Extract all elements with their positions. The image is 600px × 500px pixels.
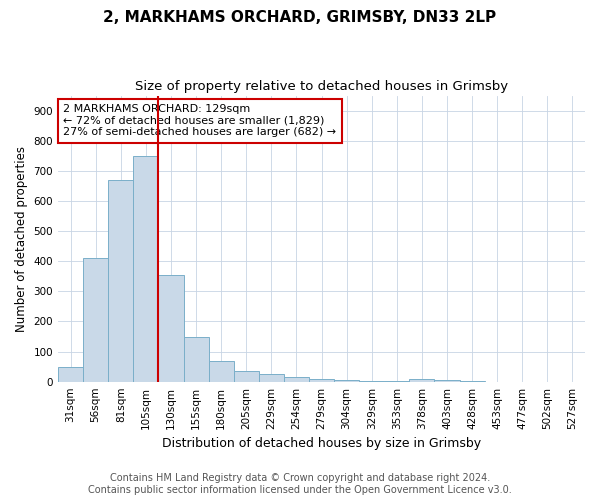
Bar [209,360,233,382]
Bar [359,381,384,382]
Bar [133,156,158,382]
Bar [158,275,184,382]
Bar [409,380,434,382]
Bar [309,378,334,382]
Bar [434,380,460,382]
Text: Contains HM Land Registry data © Crown copyright and database right 2024.
Contai: Contains HM Land Registry data © Crown c… [88,474,512,495]
Title: Size of property relative to detached houses in Grimsby: Size of property relative to detached ho… [135,80,508,93]
X-axis label: Distribution of detached houses by size in Grimsby: Distribution of detached houses by size … [162,437,481,450]
Bar [83,258,108,382]
Y-axis label: Number of detached properties: Number of detached properties [15,146,28,332]
Bar [184,336,209,382]
Bar [58,366,83,382]
Text: 2, MARKHAMS ORCHARD, GRIMSBY, DN33 2LP: 2, MARKHAMS ORCHARD, GRIMSBY, DN33 2LP [103,10,497,25]
Bar [108,180,133,382]
Text: 2 MARKHAMS ORCHARD: 129sqm
← 72% of detached houses are smaller (1,829)
27% of s: 2 MARKHAMS ORCHARD: 129sqm ← 72% of deta… [64,104,337,138]
Bar [284,376,309,382]
Bar [334,380,359,382]
Bar [233,371,259,382]
Bar [259,374,284,382]
Bar [460,381,485,382]
